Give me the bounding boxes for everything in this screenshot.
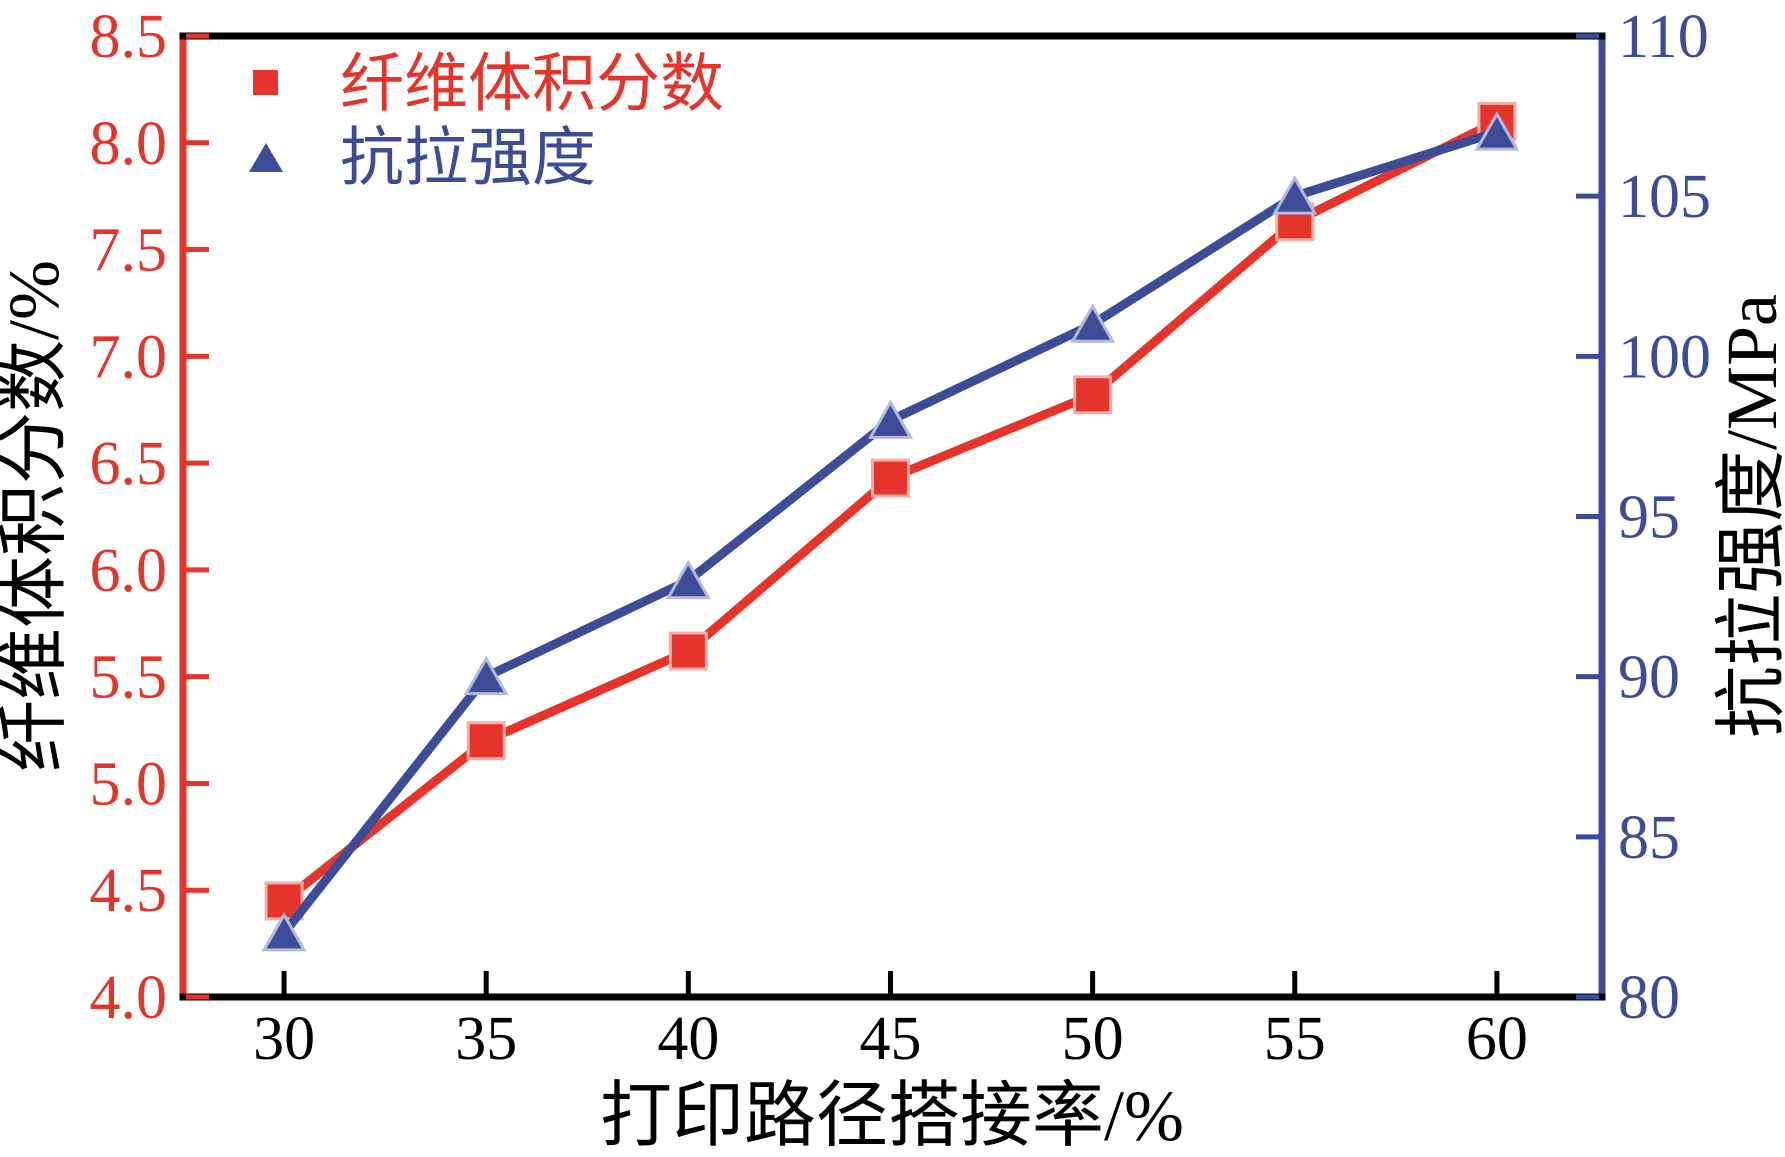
tensile-strength-marker-triangle bbox=[1070, 303, 1116, 343]
left-tick-label: 4.0 bbox=[90, 964, 168, 1032]
fiber-volume-fraction-marker-square bbox=[870, 458, 910, 498]
tensile-strength-marker-triangle bbox=[1272, 175, 1318, 215]
left-tick-label: 4.5 bbox=[90, 857, 168, 925]
plot-generated-layer: 30 35 40 45 50 55 60 4.0 4.5 5.0 5.5 6.0 6.5 7.0 7.5 8.… bbox=[90, 3, 1712, 1073]
fiber-volume-fraction-marker-square bbox=[1073, 375, 1113, 415]
left-tick-label: 8.5 bbox=[90, 3, 168, 71]
left-tick-label: 5.5 bbox=[90, 644, 168, 712]
legend-triangle-icon bbox=[249, 143, 283, 172]
tensile-strength-marker-triangle bbox=[463, 655, 509, 696]
fiber-volume-fraction-marker-square bbox=[466, 721, 506, 761]
right-tick-label: 85 bbox=[1618, 804, 1680, 872]
left-tick-label: 7.0 bbox=[90, 323, 168, 391]
x-tick-label: 30 bbox=[253, 1005, 315, 1073]
tensile-strength-marker-triangle bbox=[665, 559, 711, 600]
x-tick-label: 45 bbox=[859, 1005, 921, 1073]
legend-square-icon bbox=[253, 70, 278, 95]
x-axis-title: 打印路径搭接率/% bbox=[600, 1076, 1184, 1156]
legend-label-fiber: 纤维体积分数 bbox=[340, 49, 724, 120]
tensile-strength-marker-triangle bbox=[261, 911, 307, 952]
left-axis-title: 纤维体积分数/% bbox=[0, 260, 74, 772]
fiber-volume-fraction-marker-square bbox=[668, 631, 708, 671]
legend-label-strength: 抗拉强度 bbox=[340, 123, 596, 194]
right-tick-label: 100 bbox=[1618, 323, 1711, 391]
left-tick-label: 8.0 bbox=[90, 110, 168, 178]
right-tick-label: 105 bbox=[1618, 163, 1711, 231]
left-tick-label: 6.5 bbox=[90, 430, 168, 498]
right-tick-label: 110 bbox=[1618, 3, 1709, 71]
x-tick-label: 55 bbox=[1264, 1005, 1326, 1073]
x-tick-label: 35 bbox=[455, 1005, 517, 1073]
right-tick-label: 90 bbox=[1618, 644, 1680, 712]
tensile-strength-line bbox=[280, 127, 1499, 936]
x-tick-label: 40 bbox=[657, 1005, 719, 1073]
x-tick-label: 60 bbox=[1466, 1005, 1528, 1073]
x-tick-label: 50 bbox=[1062, 1005, 1124, 1073]
left-tick-label: 5.0 bbox=[90, 750, 168, 818]
right-tick-label: 80 bbox=[1618, 964, 1680, 1032]
tensile-strength-marker-triangle bbox=[867, 399, 914, 439]
fiber-volume-fraction-line bbox=[281, 117, 1499, 905]
left-tick-label: 6.0 bbox=[90, 537, 168, 605]
left-tick-label: 7.5 bbox=[90, 217, 168, 285]
tensile-strength-marker-triangle bbox=[1474, 111, 1520, 151]
legend: 纤维体积分数 抗拉强度 bbox=[249, 49, 724, 194]
right-axis-title: 抗拉强度/MPa bbox=[1712, 294, 1785, 738]
right-tick-label: 95 bbox=[1618, 484, 1680, 552]
